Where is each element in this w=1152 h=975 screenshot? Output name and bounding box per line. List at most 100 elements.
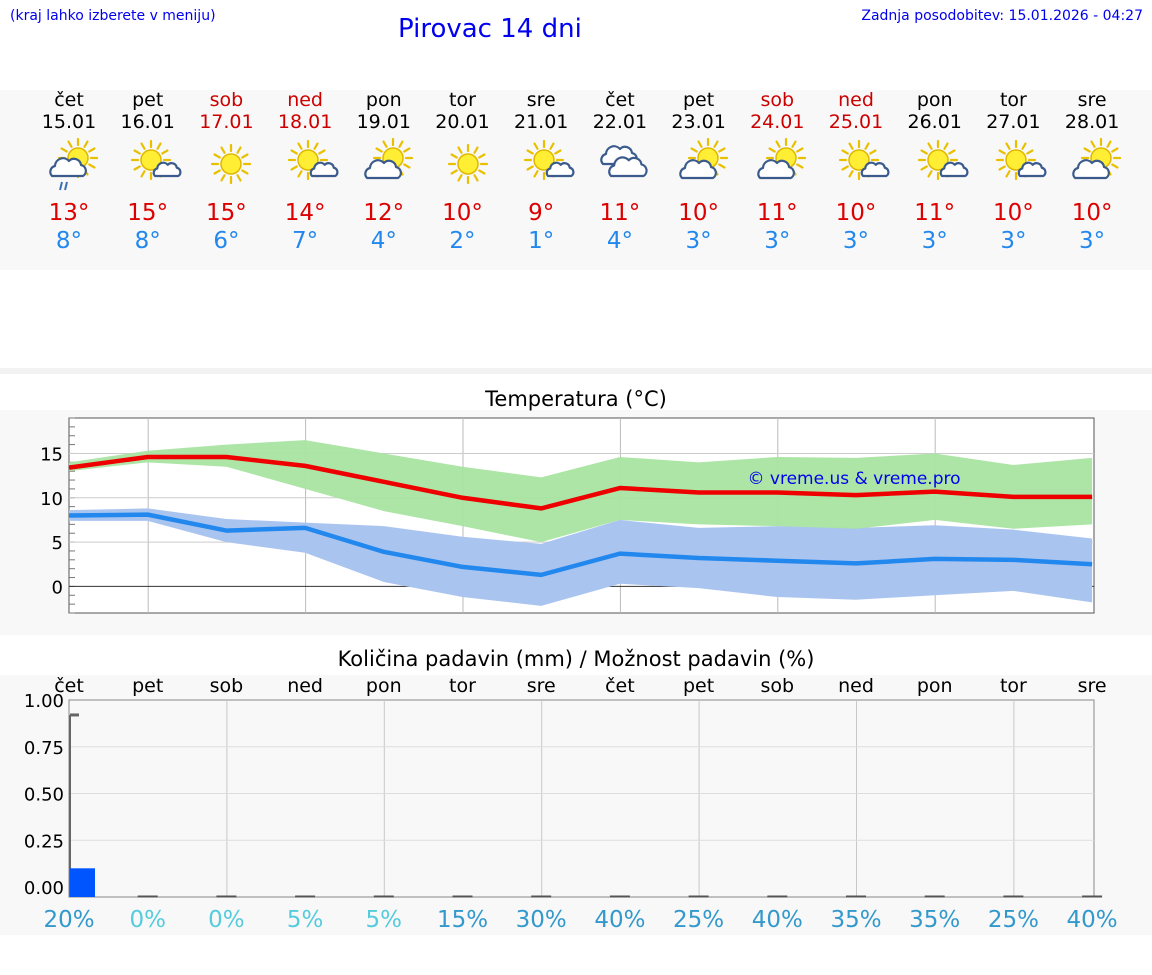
- day-name: ned: [287, 89, 323, 111]
- cloudy-icon: [581, 133, 659, 199]
- temp-max: 10°: [442, 200, 483, 226]
- temp-max: 10°: [835, 200, 877, 226]
- x-category-label: pon: [366, 675, 402, 697]
- day-forecast: sre 28.01 10° 3°: [1053, 89, 1131, 255]
- precipitation-probability: 5%: [287, 907, 324, 933]
- min-temperature-line: [68, 512, 1093, 578]
- y-tick-label: 5: [52, 533, 63, 554]
- temp-min: 8°: [55, 228, 83, 254]
- temp-min: 3°: [764, 228, 791, 254]
- day-name: sre: [1077, 89, 1107, 111]
- sun-small-cloud-icon: [974, 133, 1052, 199]
- temp-max: 15°: [127, 200, 169, 226]
- x-category-label: sre: [1078, 675, 1107, 697]
- day-name: pet: [132, 89, 164, 111]
- precipitation-probability: 40%: [594, 907, 645, 933]
- day-date: 21.01: [513, 111, 569, 133]
- temp-max: 10°: [993, 200, 1034, 226]
- day-name: čet: [54, 89, 84, 111]
- temp-min: 3°: [842, 228, 870, 254]
- day-date: 16.01: [120, 111, 175, 133]
- y-tick-label: 1.00: [24, 691, 64, 712]
- temp-max: 14°: [284, 200, 326, 226]
- divider: [0, 368, 1152, 374]
- temp-min: 3°: [1079, 228, 1106, 254]
- temp-min: 4°: [606, 228, 633, 254]
- day-forecast: ned 18.01 14° 7°: [266, 89, 344, 255]
- day-name: tor: [449, 89, 476, 111]
- sun-cloud-rain-icon: [30, 133, 108, 199]
- day-forecast: tor 20.01 10° 2°: [424, 89, 502, 255]
- sun-small-cloud-icon: [502, 133, 580, 199]
- x-category-label: pet: [132, 675, 163, 697]
- day-forecast: čet 22.01 11° 4°: [581, 89, 659, 255]
- y-tick-label: 0.50: [24, 785, 64, 806]
- max-temperature-line: [68, 454, 1093, 511]
- precipitation-chart-title: Količina padavin (mm) / Možnost padavin …: [337, 647, 815, 671]
- x-category-label: tor: [1000, 675, 1027, 697]
- day-name: sre: [526, 89, 556, 111]
- temperature-chart: 0 5 10 15 © vreme.us & vreme.pro: [40, 417, 1095, 614]
- x-category-label: sre: [527, 675, 556, 697]
- precipitation-probability: 0%: [129, 907, 166, 933]
- day-date: 26.01: [907, 111, 962, 133]
- day-forecast: pon 26.01 11° 3°: [896, 89, 974, 255]
- precipitation-probability: 20%: [43, 907, 94, 933]
- last-update: Zadnja posodobitev: 15.01.2026 - 04:27: [861, 8, 1143, 24]
- temp-min: 3°: [921, 228, 948, 254]
- x-category-label: pon: [917, 675, 953, 697]
- precipitation-bar: [70, 868, 95, 897]
- day-name: pet: [682, 89, 715, 111]
- day-date: 25.01: [828, 111, 884, 133]
- y-tick-label: 0.00: [24, 878, 64, 899]
- temp-min: 3°: [685, 228, 712, 254]
- precipitation-probability: 40%: [752, 907, 803, 933]
- day-forecast: tor 27.01 10° 3°: [974, 89, 1052, 255]
- temperature-chart-title: Temperatura (°C): [485, 387, 667, 411]
- day-forecast: sob 24.01 11° 3°: [738, 89, 816, 255]
- temp-max: 11°: [599, 200, 641, 226]
- temp-max: 11°: [756, 200, 798, 226]
- day-forecast: sre 21.01 9° 1°: [502, 89, 580, 255]
- temp-min: 6°: [213, 228, 240, 254]
- day-forecast: ned 25.01 10° 3°: [817, 89, 895, 255]
- day-name: pon: [916, 89, 953, 111]
- day-forecast: čet 15.01 13° 8°: [30, 89, 108, 255]
- day-name: čet: [605, 89, 635, 111]
- y-tick-label: 0.75: [24, 738, 64, 759]
- precipitation-probability: 5%: [366, 907, 403, 933]
- day-name: sob: [760, 89, 795, 111]
- precipitation-probability: 25%: [988, 907, 1039, 933]
- day-date: 19.01: [356, 111, 411, 133]
- y-tick-label: 10: [40, 489, 63, 510]
- temp-max: 11°: [914, 200, 956, 226]
- plot-area: [68, 699, 1095, 898]
- temp-min: 1°: [528, 228, 555, 254]
- day-date: 23.01: [671, 111, 726, 133]
- day-date: 24.01: [750, 111, 805, 133]
- sun-cloud-icon: [660, 133, 738, 199]
- x-category-label: tor: [449, 675, 476, 697]
- day-forecast: pet 23.01 10° 3°: [660, 89, 738, 255]
- day-date: 17.01: [199, 111, 254, 133]
- day-name: ned: [838, 89, 874, 111]
- x-category-label: sob: [210, 675, 244, 697]
- day-date: 28.01: [1064, 111, 1120, 133]
- watermark: © vreme.us & vreme.pro: [747, 469, 960, 489]
- x-category-label: čet: [605, 675, 635, 697]
- max-range-band: [69, 440, 1093, 543]
- sun-icon: [424, 133, 502, 199]
- temp-max: 10°: [678, 200, 719, 226]
- temp-max: 12°: [363, 200, 405, 226]
- precipitation-probability: 35%: [909, 907, 960, 933]
- day-forecast: sob 17.01 15° 6°: [187, 89, 265, 255]
- y-tick-label: 0: [52, 577, 63, 598]
- precipitation-probability: 35%: [830, 907, 881, 933]
- day-date: 27.01: [986, 111, 1041, 133]
- temp-max: 9°: [528, 200, 555, 226]
- forecast-strip: [0, 90, 1152, 270]
- page-title: Pirovac 14 dni: [398, 14, 582, 44]
- location-hint: (kraj lahko izberete v meniju): [10, 8, 216, 24]
- temp-min: 4°: [370, 228, 397, 254]
